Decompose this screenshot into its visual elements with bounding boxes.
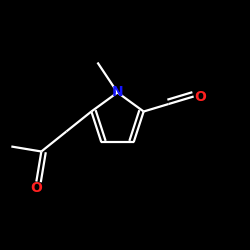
Text: N: N — [112, 86, 123, 100]
Text: O: O — [194, 90, 206, 104]
Text: O: O — [30, 181, 42, 195]
